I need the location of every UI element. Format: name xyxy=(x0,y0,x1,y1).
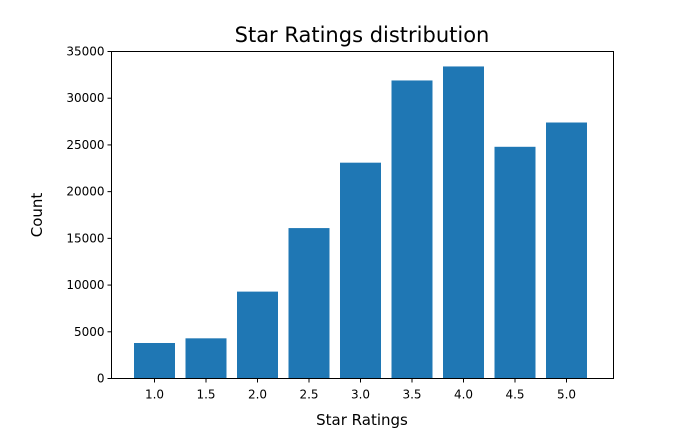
y-tick-label: 25000 xyxy=(66,138,104,152)
x-tick-label: 4.0 xyxy=(454,388,473,402)
y-axis-ticks: 0 5000 10000 15000 20000 25000 30000 35000 xyxy=(66,45,112,386)
bars-group xyxy=(134,66,587,379)
x-tick-label: 2.5 xyxy=(299,388,318,402)
x-tick-label: 3.0 xyxy=(351,388,370,402)
chart-title: Star Ratings distribution xyxy=(235,23,490,47)
y-tick-label: 35000 xyxy=(66,45,104,59)
y-tick-label: 10000 xyxy=(66,278,104,292)
bar-1.5 xyxy=(185,338,227,379)
y-tick-label: 15000 xyxy=(66,231,104,245)
y-tick-label: 20000 xyxy=(66,185,104,199)
bar-3.5 xyxy=(391,80,433,379)
y-tick-label: 30000 xyxy=(66,91,104,105)
bar-3.0 xyxy=(340,162,381,379)
x-tick-label: 1.5 xyxy=(196,388,215,402)
x-axis-label: Star Ratings xyxy=(316,411,408,429)
bar-4.0 xyxy=(443,66,484,379)
x-tick-label: 2.0 xyxy=(248,388,267,402)
bar-2.0 xyxy=(237,291,278,379)
bar-1.0 xyxy=(134,342,175,379)
x-tick-label: 5.0 xyxy=(557,388,576,402)
bar-5.0 xyxy=(546,122,587,379)
x-tick-label: 1.0 xyxy=(145,388,164,402)
bar-4.5 xyxy=(494,146,536,379)
y-axis-label: Count xyxy=(28,193,46,238)
x-axis-ticks: 1.0 1.5 2.0 2.5 3.0 3.5 4.0 4.5 5.0 xyxy=(145,378,576,402)
y-tick-label: 5000 xyxy=(74,325,105,339)
bar-2.5 xyxy=(288,228,330,379)
y-tick-label: 0 xyxy=(97,372,105,386)
x-tick-label: 4.5 xyxy=(505,388,524,402)
plot-frame xyxy=(111,51,614,379)
x-tick-label: 3.5 xyxy=(402,388,421,402)
